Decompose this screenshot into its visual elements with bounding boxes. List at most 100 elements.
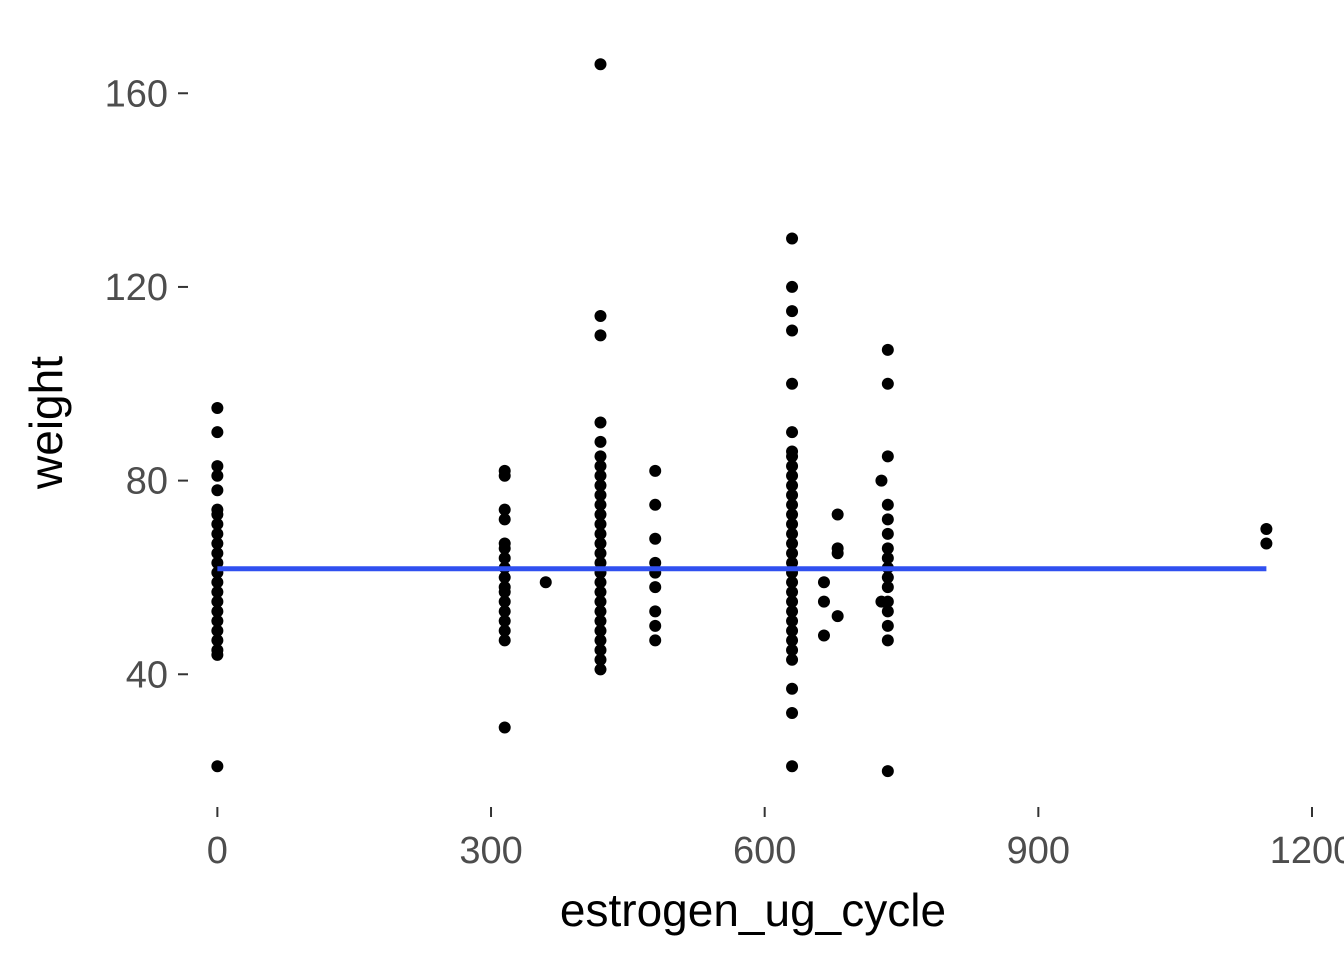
data-point xyxy=(594,469,607,482)
data-point xyxy=(211,595,224,608)
data-point xyxy=(881,552,894,565)
data-point xyxy=(881,765,894,778)
data-point xyxy=(594,595,607,608)
data-point xyxy=(498,513,511,526)
data-point xyxy=(498,634,511,647)
y-axis-title: weight xyxy=(20,356,72,490)
data-point xyxy=(786,653,799,666)
data-point xyxy=(881,542,894,555)
data-point xyxy=(211,469,224,482)
data-point xyxy=(831,508,844,521)
data-point xyxy=(594,518,607,531)
data-point xyxy=(594,624,607,637)
data-point xyxy=(211,508,224,521)
data-point xyxy=(786,707,799,720)
data-point xyxy=(786,232,799,245)
data-point xyxy=(817,576,830,589)
data-point xyxy=(817,629,830,642)
data-point xyxy=(498,542,511,555)
data-point xyxy=(211,527,224,540)
data-point xyxy=(881,450,894,463)
data-point xyxy=(649,581,662,594)
data-point xyxy=(786,426,799,439)
data-point xyxy=(498,721,511,734)
data-point xyxy=(539,576,552,589)
data-points xyxy=(211,58,1273,778)
data-point xyxy=(817,595,830,608)
data-point xyxy=(786,527,799,540)
data-point xyxy=(594,644,607,657)
data-point xyxy=(211,401,224,414)
data-point xyxy=(498,595,511,608)
data-point xyxy=(881,619,894,632)
data-point xyxy=(875,474,888,487)
data-point xyxy=(786,508,799,521)
data-point xyxy=(881,377,894,390)
x-tick-label: 600 xyxy=(733,830,796,872)
data-point xyxy=(881,513,894,526)
data-point xyxy=(594,489,607,502)
data-point xyxy=(498,585,511,598)
data-point xyxy=(786,547,799,560)
x-tick-label: 900 xyxy=(1007,830,1070,872)
data-point xyxy=(786,760,799,773)
data-point xyxy=(594,498,607,511)
data-point xyxy=(498,615,511,628)
data-point xyxy=(594,576,607,589)
data-point xyxy=(881,527,894,540)
data-point xyxy=(498,624,511,637)
data-point xyxy=(881,605,894,618)
data-point xyxy=(881,571,894,584)
data-point xyxy=(498,605,511,618)
data-point xyxy=(211,576,224,589)
data-point xyxy=(786,537,799,550)
data-point xyxy=(831,547,844,560)
x-axis-title: estrogen_ug_cycle xyxy=(560,884,946,936)
data-point xyxy=(594,435,607,448)
data-point xyxy=(594,663,607,676)
data-point xyxy=(594,605,607,618)
data-point xyxy=(786,595,799,608)
data-point xyxy=(594,556,607,569)
data-point xyxy=(881,634,894,647)
data-point xyxy=(594,615,607,628)
data-point xyxy=(881,343,894,356)
data-point xyxy=(594,537,607,550)
data-point xyxy=(594,527,607,540)
data-point xyxy=(594,634,607,647)
data-point xyxy=(786,305,799,318)
y-axis: 40 80 120 160 xyxy=(105,73,188,696)
data-point xyxy=(786,644,799,657)
data-point xyxy=(594,416,607,429)
x-tick-label: 0 xyxy=(207,830,228,872)
data-point xyxy=(649,498,662,511)
data-point xyxy=(498,571,511,584)
data-point xyxy=(786,518,799,531)
data-point xyxy=(649,605,662,618)
x-axis: 0 300 600 900 1200 xyxy=(207,807,1344,872)
data-point xyxy=(211,556,224,569)
data-point xyxy=(211,648,224,661)
data-point xyxy=(649,464,662,477)
data-point xyxy=(881,595,894,608)
data-point xyxy=(786,498,799,511)
data-point xyxy=(786,634,799,647)
data-point xyxy=(594,547,607,560)
y-tick-label: 80 xyxy=(126,461,168,503)
data-point xyxy=(786,585,799,598)
data-point xyxy=(831,610,844,623)
data-point xyxy=(594,58,607,71)
data-point xyxy=(594,450,607,463)
data-point xyxy=(786,324,799,337)
data-point xyxy=(786,605,799,618)
data-point xyxy=(786,682,799,695)
data-point xyxy=(498,469,511,482)
data-point xyxy=(211,426,224,439)
data-point xyxy=(211,760,224,773)
data-point xyxy=(211,460,224,473)
data-point xyxy=(498,503,511,516)
y-tick-label: 40 xyxy=(126,654,168,696)
data-point xyxy=(1260,537,1273,550)
data-point xyxy=(881,498,894,511)
